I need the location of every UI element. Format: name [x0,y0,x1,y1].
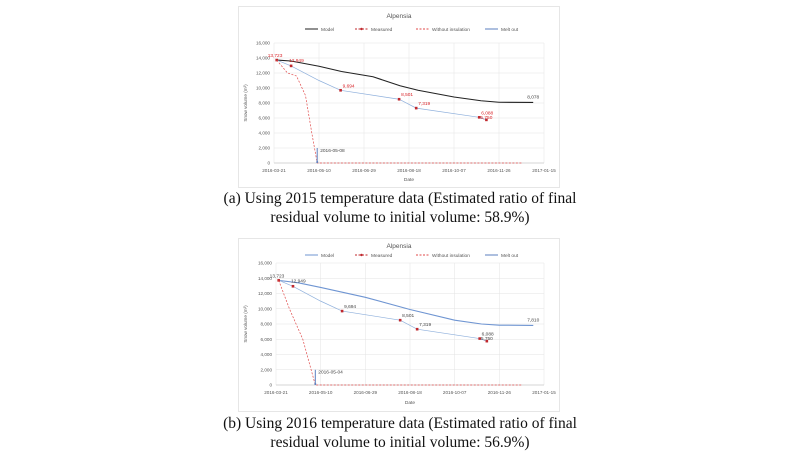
series-line-without-insulation [278,280,522,386]
data-label: 8,501 [401,92,413,98]
measured-point [289,64,293,68]
measured-point [485,118,488,122]
y-tick-label: 0 [267,161,270,166]
legend-marker [360,27,363,31]
x-tick-label: 2016-03-21 [264,390,288,395]
y-axis-label: Snow volume (m³) [243,84,248,122]
y-tick-label: 14,000 [256,56,270,61]
measured-point [277,279,280,282]
caption-b: (b) Using 2016 temperature data (Estimat… [223,415,577,451]
data-label: 5,750 [480,115,492,121]
x-tick-label: 2017-01-15 [532,390,556,395]
data-label: 5,750 [481,336,493,342]
measured-point [397,97,401,101]
series-line-measured [276,59,487,121]
measured-point [414,106,418,110]
chart-title: Alpensia [387,243,412,250]
chart-title: Alpensia [387,13,412,20]
melt-out-point [316,161,319,163]
x-tick-label: 2017-01-15 [532,168,556,173]
melt-out-point [314,383,317,385]
chart-2016: Alpensia Model Measured Without insulation M… [238,238,560,412]
legend-label: Melt out [501,253,519,259]
x-tick-label: 2016-06-29 [354,390,378,395]
y-tick-label: 10,000 [258,306,272,311]
x-tick-label: 2016-05-10 [309,390,333,395]
y-tick-label: 2,000 [261,367,273,372]
x-tick-label: 2016-06-29 [352,168,376,173]
data-label: 8,501 [402,313,414,319]
x-tick-label: 2016-03-21 [262,168,286,173]
y-tick-label: 6,000 [259,116,271,121]
data-label: 7,810 [527,317,539,323]
x-tick-label: 2016-11-26 [488,390,512,395]
y-tick-label: 12,000 [256,71,270,76]
x-tick-label: 2016-08-18 [398,390,422,395]
x-axis-label: Date [404,177,414,183]
data-label: 9,694 [343,83,355,89]
y-tick-label: 10,000 [256,86,270,91]
y-tick-label: 2,000 [259,146,271,151]
data-label: 8,078 [527,94,539,100]
measured-point [398,318,402,322]
data-label: 2016-05-08 [320,148,345,154]
data-label: 12,949 [291,278,306,284]
y-tick-label: 4,000 [261,352,273,357]
measured-point [478,337,481,340]
y-tick-label: 0 [269,383,272,388]
legend-label: Measured [371,27,393,33]
data-label: 9,694 [344,304,356,310]
legend-label: Without insulation [432,253,470,259]
x-tick-label: 2016-10-07 [443,390,467,395]
data-label: 7,319 [418,101,430,107]
x-tick-label: 2016-08-18 [397,168,421,173]
data-label: 2016-05-04 [318,370,343,376]
series-line-measured [278,280,487,342]
measured-point [340,309,344,313]
y-tick-label: 14,000 [258,276,272,281]
legend-marker [360,253,363,257]
legend-label: Model [321,253,334,259]
measured-point [275,58,278,62]
x-tick-label: 2016-11-26 [487,168,511,173]
data-label: 6,088 [481,110,493,116]
y-tick-label: 16,000 [256,41,270,46]
measured-point [485,339,489,343]
data-label: 13,723 [268,53,283,59]
x-axis-label: Date [405,400,415,406]
measured-point [339,88,342,92]
y-tick-label: 6,000 [261,337,273,342]
data-label: 6,088 [482,332,494,338]
x-tick-label: 2016-05-10 [307,168,331,173]
y-tick-label: 4,000 [259,131,271,136]
y-tick-label: 12,000 [258,291,272,296]
y-axis-label: Snow volume (m³) [243,305,248,343]
caption-a: (a) Using 2015 temperature data (Estimat… [223,190,577,226]
measured-point [477,116,481,119]
legend-label: Measured [371,253,393,259]
chart-2015: Alpensia Model Measured Without insulation M… [238,6,560,188]
measured-point [291,284,295,288]
x-tick-label: 2016-10-07 [442,168,466,173]
series-line-model [278,279,534,326]
y-tick-label: 8,000 [259,101,271,106]
legend-label: Model [321,27,334,33]
legend-label: Without insulation [432,27,470,33]
data-label: 7,319 [419,322,431,328]
measured-point [415,327,419,331]
legend-label: Melt out [501,27,519,33]
y-tick-label: 16,000 [258,261,272,266]
data-label: 13,723 [270,273,285,279]
y-tick-label: 8,000 [261,322,273,327]
series-line-model [276,59,534,103]
data-label: 12,949 [289,58,304,64]
